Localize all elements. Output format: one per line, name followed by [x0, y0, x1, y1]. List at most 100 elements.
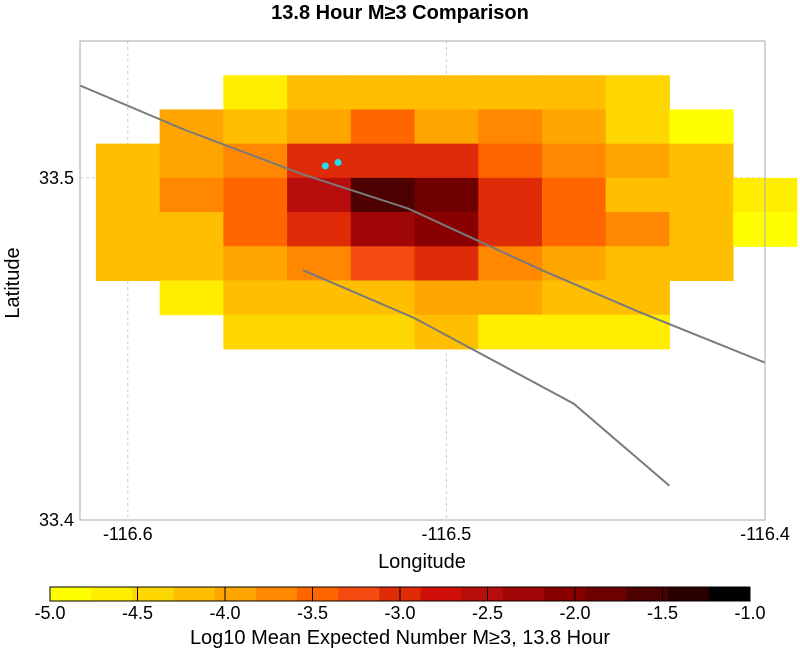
y-axis-ticks: 33.5 33.4	[39, 168, 74, 530]
colorbar-label: Log10 Mean Expected Number M≥3, 13.8 Hou…	[190, 627, 610, 649]
heatmap-cell-r2-c6	[478, 143, 543, 179]
heatmap-cell-r6-c8	[605, 280, 670, 316]
y-tick-label-1: 33.4	[39, 510, 74, 530]
x-tick-label-1: -116.5	[422, 524, 472, 544]
heatmap-cell-r3-c8	[605, 177, 670, 213]
heatmap-cell-r4-c7	[541, 212, 607, 247]
heatmap-cell-r5-c3	[287, 246, 352, 281]
heatmap-cell-r1-c1	[159, 109, 224, 145]
heatmap-cell-r1-c6	[478, 109, 543, 145]
heatmap-cell-r5-c7	[541, 246, 607, 281]
heatmap-cell-r6-c3	[287, 280, 352, 316]
heatmap-cell-r3-c0	[95, 177, 161, 213]
heatmap-cell-r3-c5	[414, 177, 479, 213]
colorbar-segment-16	[708, 587, 751, 601]
x-axis-ticks: -116.6 -116.5 -116.4	[103, 524, 790, 544]
heatmap-cell-r0-c3	[287, 75, 352, 110]
heatmap-cell-r7-c5	[414, 314, 479, 350]
colorbar-segment-13	[585, 587, 627, 601]
colorbar-tick-label-6: -2.0	[559, 603, 590, 623]
event-markers	[321, 158, 342, 170]
heatmap-cell-r7-c4	[350, 314, 416, 350]
heatmap-cell-r3-c1	[159, 177, 224, 213]
heatmap-cell-r5-c1	[159, 246, 224, 281]
heatmap-cell-r6-c2	[223, 280, 288, 316]
event-marker-1	[334, 158, 342, 166]
heatmap-cell-r2-c0	[95, 143, 161, 179]
heatmap-cell-r6-c5	[414, 280, 479, 316]
heatmap-cell-r1-c4	[350, 109, 416, 145]
heatmap-cell-r5-c6	[478, 246, 543, 281]
heatmap-cell-r6-c4	[350, 280, 416, 316]
heatmap-cell-r3-c7	[541, 177, 607, 213]
heatmap-cell-r5-c4	[350, 246, 416, 281]
heatmap-cell-r7-c3	[287, 314, 352, 350]
heatmap-cell-r7-c7	[541, 314, 607, 350]
heatmap-cell-r6-c1	[159, 280, 224, 316]
colorbar-tick-label-4: -3.0	[384, 603, 415, 623]
heatmap-cell-r4-c1	[159, 212, 224, 247]
heatmap-cell-r5-c8	[605, 246, 670, 281]
heatmap-cell-r4-c2	[223, 212, 288, 247]
colorbar-segment-3	[173, 587, 216, 601]
heatmap-cell-r1-c3	[287, 109, 352, 145]
x-tick-label-0: -116.6	[103, 524, 153, 544]
fault-line-0	[79, 84, 766, 364]
x-tick-label-2: -116.4	[740, 524, 790, 544]
colorbar-tick-label-3: -3.5	[297, 603, 328, 623]
heatmap-cell-r6-c7	[541, 280, 607, 316]
heatmap-cell-r3-c6	[478, 177, 543, 213]
heatmap-cell-r0-c6	[478, 75, 543, 110]
heatmap-cell-r3-c2	[223, 177, 288, 213]
heatmap-cell-r1-c8	[605, 109, 670, 145]
colorbar-segment-9	[420, 587, 463, 601]
colorbar-segment-10	[461, 587, 504, 601]
colorbar-tick-label-5: -2.5	[472, 603, 503, 623]
heatmap-cell-r5-c2	[223, 246, 288, 281]
heatmap-cell-r2-c1	[159, 143, 224, 179]
colorbar-segment-11	[502, 587, 545, 601]
y-tick-label-0: 33.5	[39, 168, 74, 188]
heatmap-cell-r2-c7	[541, 143, 607, 179]
heatmap-cell-r1-c9	[669, 109, 734, 145]
plot-frame	[79, 40, 766, 521]
heatmap-cell-r2-c3	[287, 143, 352, 179]
heatmap-cell-r0-c5	[414, 75, 479, 110]
colorbar-segment-14	[626, 587, 669, 601]
heatmap-cell-r5-c0	[95, 246, 161, 281]
heatmap-cell-r4-c6	[478, 212, 543, 247]
heatmap-cell-r5-c5	[414, 246, 479, 281]
heatmap-cell-r5-c9	[669, 246, 734, 281]
colorbar-segment-2	[132, 587, 175, 601]
heatmap-cell-r3-c3	[287, 177, 352, 213]
colorbar-segment-1	[91, 587, 133, 601]
x-axis-label: Longitude	[378, 551, 466, 573]
heatmap-cell-r4-c5	[414, 212, 479, 247]
heatmap-cell-r1-c7	[541, 109, 607, 145]
colorbar-tick-label-2: -4.0	[209, 603, 240, 623]
colorbar-segment-6	[297, 587, 339, 601]
heatmap-cells	[95, 75, 798, 350]
heatmap-cell-r2-c4	[350, 143, 416, 179]
event-marker-0	[321, 162, 329, 170]
colorbar-tick-label-0: -5.0	[34, 603, 65, 623]
heatmap-cell-r1-c2	[223, 109, 288, 145]
heatmap-cell-r0-c8	[605, 75, 670, 110]
heatmap-cell-r0-c4	[350, 75, 416, 110]
heatmap-cell-r0-c7	[541, 75, 607, 110]
heatmap-cell-r2-c9	[669, 143, 734, 179]
colorbar-tick-label-7: -1.5	[647, 603, 678, 623]
chart-title: 13.8 Hour M≥3 Comparison	[271, 2, 529, 24]
colorbar-tick-label-1: -4.5	[122, 603, 153, 623]
colorbar-segment-7	[338, 587, 380, 601]
heatmap-cell-r4-c8	[605, 212, 670, 247]
colorbar-segment-12	[544, 587, 586, 601]
heatmap-cell-r3-c9	[669, 177, 734, 213]
y-axis-label: Latitude	[2, 247, 24, 318]
heatmap-cell-r4-c3	[287, 212, 352, 247]
colorbar-ticks: -5.0 -4.5 -4.0 -3.5 -3.0 -2.5 -2.0 -1.5 -1.0	[34, 587, 766, 623]
heatmap-cell-r7-c2	[223, 314, 288, 350]
heatmap-cell-r4-c0	[95, 212, 161, 247]
heatmap-cell-r7-c6	[478, 314, 543, 350]
